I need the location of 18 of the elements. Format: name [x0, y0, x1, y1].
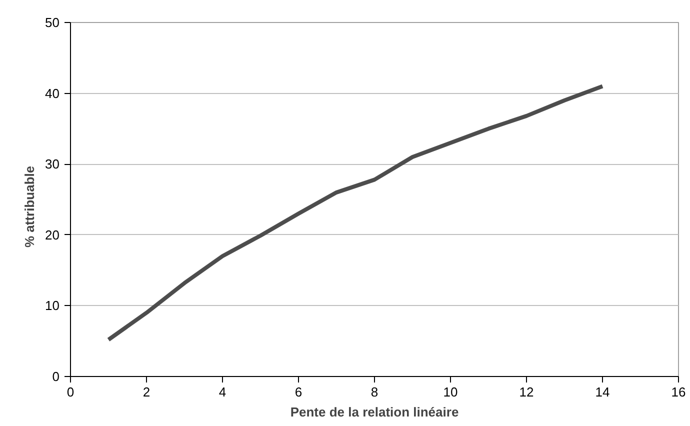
x-tick-label: 10: [443, 384, 458, 400]
x-tick-label: 16: [671, 384, 686, 400]
y-tick-label: 40: [45, 86, 60, 101]
line-series: [106, 84, 604, 342]
x-tick-label: 12: [519, 384, 534, 400]
x-tick-label: 2: [142, 384, 150, 400]
y-tick-label: 30: [45, 156, 60, 172]
x-axis-title: Pente de la relation linéaire: [290, 404, 459, 420]
y-tick-label: 50: [45, 15, 60, 30]
x-tick-label: 6: [294, 384, 302, 400]
x-tick-label: 4: [218, 384, 226, 400]
x-tick-label: 8: [370, 384, 378, 400]
y-tick-label: 20: [45, 227, 60, 242]
y-axis-title: % attribuable: [22, 166, 38, 248]
y-tick-label: 10: [45, 298, 60, 314]
y-tick-label: 0: [52, 369, 60, 384]
x-tick-label: 0: [66, 384, 74, 400]
x-tick-label: 14: [595, 384, 610, 400]
